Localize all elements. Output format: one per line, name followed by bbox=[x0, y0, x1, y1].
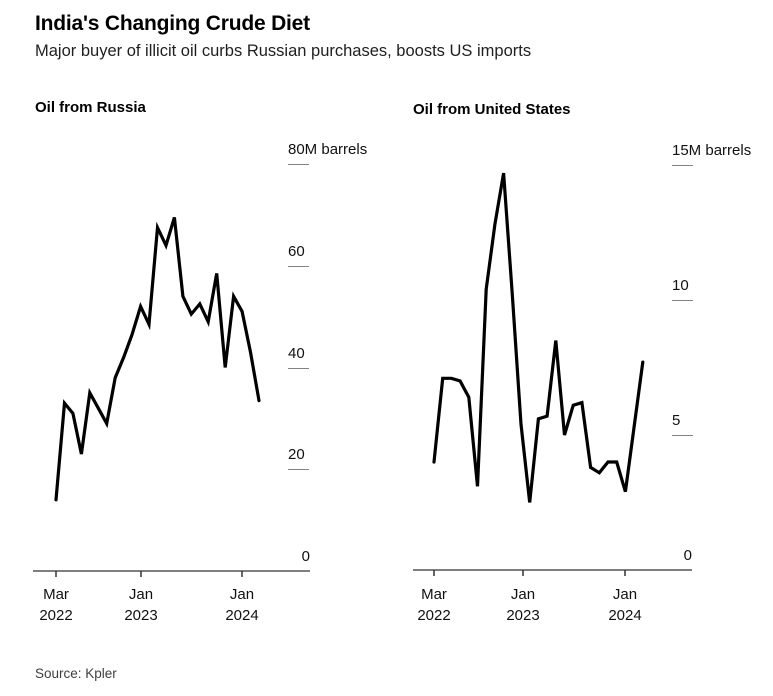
y-tick-dash bbox=[672, 300, 693, 301]
russia-data-line bbox=[54, 216, 261, 502]
y-tick-dash bbox=[288, 266, 309, 267]
x-tick-label: Jan 2024 bbox=[207, 584, 277, 626]
x-tick-label: Jan 2023 bbox=[488, 584, 558, 626]
y-tick-label: 0 bbox=[683, 547, 692, 564]
y-tick-label: 0 bbox=[301, 548, 310, 565]
y-tick-dash bbox=[288, 469, 309, 470]
x-tick-year: 2022 bbox=[417, 607, 451, 624]
x-tick-year: 2024 bbox=[225, 607, 259, 624]
page-subtitle: Major buyer of illicit oil curbs Russian… bbox=[35, 42, 532, 60]
x-tick-label: Mar 2022 bbox=[399, 584, 469, 626]
y-tick-label: 80M barrels bbox=[288, 141, 368, 158]
us-data-line bbox=[432, 172, 645, 503]
x-tick-month: Jan bbox=[510, 586, 536, 603]
y-tick-label: 5 bbox=[672, 412, 681, 429]
source-credit: Source: Kpler bbox=[35, 666, 117, 681]
y-tick-dash bbox=[288, 164, 309, 165]
x-tick-month: Jan bbox=[128, 586, 154, 603]
y-tick-label: 10 bbox=[672, 277, 689, 294]
x-tick-label: Mar 2022 bbox=[21, 584, 91, 626]
y-tick-label: 20 bbox=[288, 446, 305, 463]
y-tick-label: 60 bbox=[288, 243, 305, 260]
x-tick-label: Jan 2024 bbox=[590, 584, 660, 626]
y-tick-dash bbox=[672, 165, 693, 166]
russia-x-tickmarks bbox=[55, 571, 243, 577]
y-tick-dash bbox=[672, 435, 693, 436]
y-tick-dash bbox=[288, 368, 309, 369]
y-tick-label: 40 bbox=[288, 345, 305, 362]
x-tick-month: Jan bbox=[612, 586, 638, 603]
x-tick-year: 2023 bbox=[124, 607, 158, 624]
x-tick-month: Mar bbox=[43, 586, 69, 603]
page-title: India's Changing Crude Diet bbox=[35, 12, 310, 35]
y-tick-label: 15M barrels bbox=[672, 142, 752, 159]
x-tick-year: 2024 bbox=[608, 607, 642, 624]
x-tick-month: Mar bbox=[421, 586, 447, 603]
x-tick-month: Jan bbox=[229, 586, 255, 603]
us-x-tickmarks bbox=[433, 570, 626, 576]
x-tick-year: 2022 bbox=[39, 607, 73, 624]
russia-chart-title: Oil from Russia bbox=[35, 99, 146, 116]
us-chart-title: Oil from United States bbox=[413, 101, 571, 118]
x-tick-label: Jan 2023 bbox=[106, 584, 176, 626]
x-tick-year: 2023 bbox=[506, 607, 540, 624]
